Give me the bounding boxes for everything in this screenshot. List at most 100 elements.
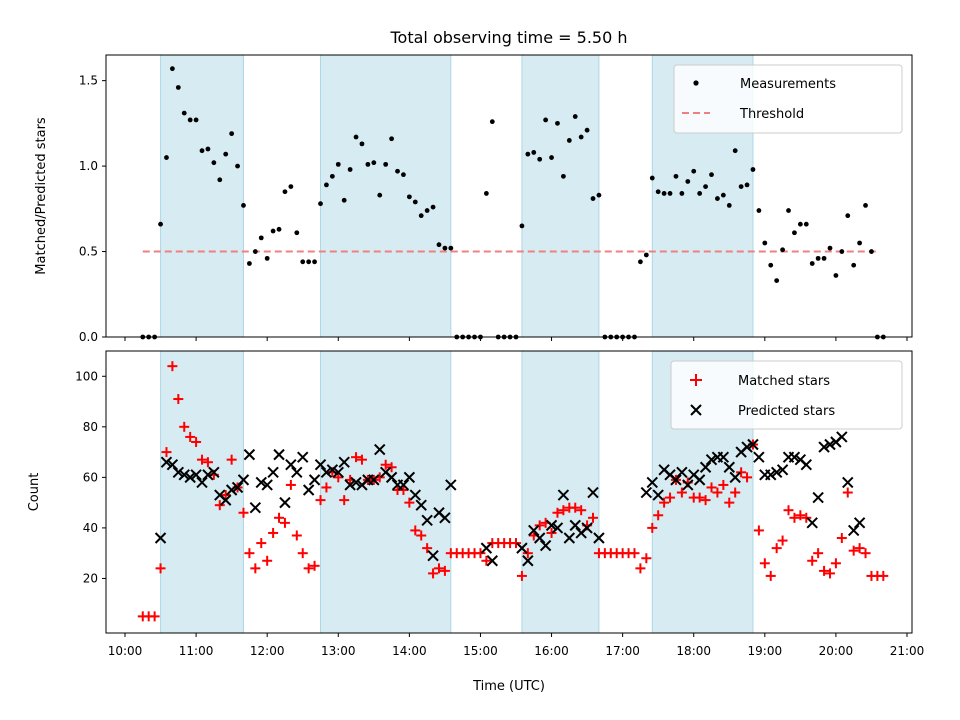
matched-star-point	[588, 512, 599, 523]
matched-star-point	[730, 487, 741, 498]
x-tick-label: 18:00	[676, 644, 711, 658]
measurement-point	[288, 184, 294, 190]
count-panel: 20 40 60 80 100 10:00 11:00 12:00 13:00 14:00 15:…	[27, 350, 925, 694]
measurement-point	[756, 208, 762, 213]
measurement-point	[347, 167, 353, 172]
top-y-axis-label: Matched/Predicted stars	[34, 117, 49, 275]
predicted-star-point	[249, 501, 262, 514]
predicted-star-point	[344, 479, 356, 491]
matched-star-point	[167, 361, 178, 372]
y-tick-label: 20	[83, 571, 98, 585]
predicted-star-point	[439, 512, 451, 524]
predicted-star-point	[302, 484, 315, 496]
predicted-star-point	[374, 443, 386, 456]
measurement-point	[821, 255, 827, 261]
x-tick-label: 11:00	[179, 644, 214, 658]
measurement-point	[211, 160, 217, 166]
predicted-star-point	[705, 453, 718, 466]
measurement-point	[223, 151, 229, 157]
measurement-point	[827, 245, 833, 251]
measurement-point	[258, 235, 264, 241]
measurement-point	[738, 184, 744, 190]
matched-star-point	[753, 525, 764, 536]
measurement-point	[543, 117, 549, 123]
matched-star-point	[783, 505, 794, 516]
measurement-point	[318, 201, 323, 207]
predicted-star-point	[640, 486, 653, 499]
measurement-point	[863, 203, 868, 208]
predicted-star-point	[486, 555, 499, 567]
predicted-star-point	[166, 459, 179, 471]
measurement-point	[768, 262, 774, 268]
measurement-point	[750, 167, 756, 172]
measurement-point	[643, 252, 649, 258]
matched-star-point	[250, 563, 261, 574]
measurement-point	[229, 131, 235, 137]
predicted-star-point	[682, 479, 694, 491]
measurement-point	[424, 208, 430, 213]
measurement-point	[181, 110, 187, 116]
matched-star-point	[321, 482, 332, 493]
measurement-point	[697, 191, 703, 196]
predicted-star-point	[172, 466, 185, 479]
x-tick-label: 10:00	[108, 644, 143, 658]
matched-star-point	[404, 497, 415, 508]
measurement-point	[383, 161, 389, 167]
matched-star-point	[576, 505, 587, 516]
measurement-point	[655, 189, 661, 195]
matched-star-point	[410, 525, 421, 536]
predicted-star-point	[190, 469, 202, 481]
measurement-point	[371, 160, 377, 166]
measurement-point	[661, 191, 667, 196]
predicted-star-point	[836, 431, 848, 443]
measurement-point	[359, 141, 365, 147]
measurement-point	[312, 259, 317, 265]
matched-star-point	[422, 543, 433, 554]
predicted-star-point	[385, 471, 398, 484]
measurement-point	[294, 230, 300, 236]
y-tick-label: 0.0	[79, 330, 98, 344]
measurement-point	[377, 192, 383, 198]
matched-star-point	[647, 522, 658, 533]
y-tick-label: 100	[75, 369, 98, 383]
top-y-ticks: 0.0 0.5 1.0 1.5	[79, 74, 106, 344]
x-axis-label: Time (UTC)	[472, 679, 545, 694]
legend-predicted-marker	[690, 404, 702, 416]
predicted-star-point	[693, 474, 706, 486]
x-tick-label: 19:00	[748, 644, 783, 658]
predicted-star-point	[225, 484, 238, 496]
x-tick-label: 21:00	[890, 644, 925, 658]
matched-star-point	[398, 485, 409, 495]
measurement-point	[270, 228, 276, 234]
measurement-point	[720, 192, 726, 198]
matched-star-point	[552, 507, 563, 518]
predicted-star-point	[160, 456, 173, 468]
measurement-point	[169, 66, 175, 72]
predicted-star-point	[824, 438, 836, 451]
measurement-point	[709, 172, 714, 178]
measurement-point	[715, 196, 720, 201]
predicted-star-point	[243, 448, 256, 461]
x-tick-label: 15:00	[463, 644, 498, 658]
matched-star-point	[706, 482, 717, 493]
measurement-point	[578, 134, 584, 140]
measurement-point	[430, 204, 436, 210]
measurement-point	[649, 175, 655, 181]
matched-star-point	[724, 497, 735, 508]
matched-star-point	[700, 495, 711, 506]
x-tick-label: 17:00	[605, 644, 640, 658]
measurement-point	[217, 177, 223, 183]
bottom-axes-frame	[105, 350, 913, 634]
y-tick-label: 1.5	[79, 74, 98, 88]
predicted-star-point	[581, 522, 593, 534]
matched-star-point	[386, 462, 397, 473]
matched-star-point	[641, 553, 652, 564]
matched-star-point	[179, 421, 190, 432]
bottom-legend-box	[670, 360, 903, 430]
measurement-point	[679, 191, 685, 196]
predicted-star-point	[202, 469, 214, 481]
measurement-point	[306, 259, 312, 265]
legend-matched-marker	[690, 374, 702, 386]
predicted-star-point	[652, 489, 664, 501]
matched-star-point	[676, 487, 687, 498]
